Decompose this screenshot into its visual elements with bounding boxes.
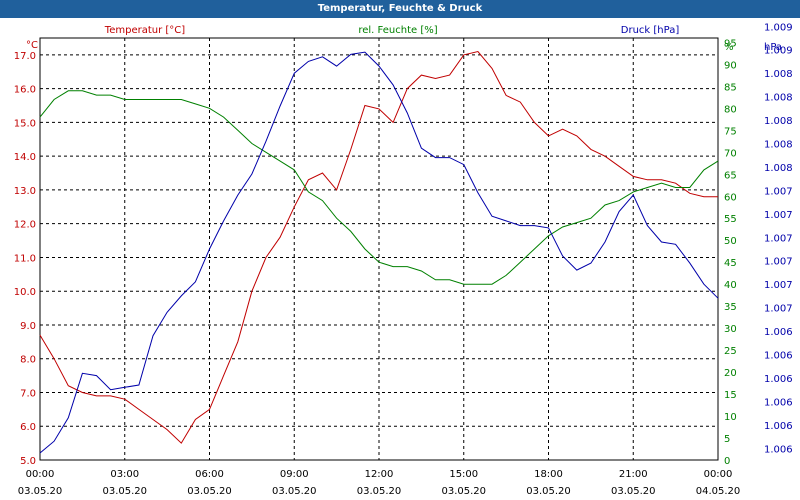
right-tick-label: 1.007 [764,210,793,221]
series-line-rel-feuchte [39,90,719,285]
left-tick-label: 7.0 [20,388,36,399]
left-tick-label: 14.0 [14,152,36,163]
right-tick-label: 1.008 [764,163,793,174]
right-tick-label: 1.006 [764,327,793,338]
x-axis-ticks: 00:00 03.05.20 03:00 03.05.20 06:00 03.05.20 0… [18,469,741,497]
right-tick-label: 1.008 [764,140,793,151]
right-tick-label: 1.006 [764,397,793,408]
mid-tick-label: 60 [724,192,737,203]
mid-tick-label: 75 [724,126,737,137]
right-tick-label: 1.007 [764,304,793,315]
mid-tick-label: 10 [724,412,737,423]
left-tick-label: 17.0 [14,51,36,62]
x-tick-date: 03.05.20 [18,486,63,497]
legend-pressure: Druck [hPa] [621,25,680,36]
x-tick-date: 03.05.20 [441,486,486,497]
x-tick-time: 21:00 [619,469,648,480]
left-tick-label: 10.0 [14,287,36,298]
mid-tick-label: 25 [724,346,737,357]
left-axis-unit: °C [26,40,38,51]
left-tick-label: 9.0 [20,321,36,332]
left-tick-label: 8.0 [20,355,36,366]
mid-tick-label: 70 [724,148,737,159]
right-tick-label: 1.008 [764,116,793,127]
mid-tick-label: 0 [724,456,730,467]
left-tick-label: 6.0 [20,422,36,433]
x-tick-date: 04.05.20 [696,486,741,497]
left-tick-label: 13.0 [14,186,36,197]
mid-axis-ticks: 0 5 10 15 20 25 30 35 40 45 50 55 60 65 70 75 80 85 90 95% [724,38,737,467]
right-tick-label: 1.009 [764,46,793,57]
x-tick-time: 15:00 [449,469,478,480]
right-tick-label: 1.008 [764,69,793,80]
mid-tick-label: 90 [724,60,737,71]
left-tick-label: 16.0 [14,85,36,96]
mid-tick-label: 5 [724,434,730,445]
right-axis-ticks: 1.006 1.006 1.006 1.006 1.006 1.006 1.007 1.007… [764,22,793,455]
mid-tick-label: 55 [724,214,737,225]
mid-tick-label: 35 [724,302,737,313]
left-tick-label: 11.0 [14,253,36,264]
x-tick-time: 09:00 [280,469,309,480]
legend-temperature: Temperatur [°C] [104,25,185,36]
right-tick-label: 1.006 [764,421,793,432]
x-tick-date: 03.05.20 [357,486,402,497]
x-tick-time: 12:00 [365,469,394,480]
mid-tick-label: 20 [724,368,737,379]
x-tick-date: 03.05.20 [272,486,317,497]
right-tick-label: 1.007 [764,233,793,244]
right-tick-label: 1.008 [764,93,793,104]
mid-tick-label: % [724,42,734,53]
mid-tick-label: 40 [724,280,737,291]
chart-title: Temperatur, Feuchte & Druck [0,0,800,18]
x-tick-time: 18:00 [534,469,563,480]
mid-tick-label: 85 [724,82,737,93]
x-tick-time: 00:00 [704,469,733,480]
left-axis-ticks: 5.0 6.0 7.0 8.0 9.0 10.0 11.0 12.0 13.0 14.0 15.0 1… [14,51,36,467]
left-tick-label: 12.0 [14,220,36,231]
mid-tick-label: 65 [724,170,737,181]
mid-tick-label: 80 [724,104,737,115]
left-tick-label: 5.0 [20,456,36,467]
right-tick-label: 1.006 [764,351,793,362]
mid-tick-label: 45 [724,258,737,269]
mid-tick-label: 15 [724,390,737,401]
series-lines [39,50,719,454]
mid-tick-label: 50 [724,236,737,247]
x-tick-date: 03.05.20 [526,486,571,497]
series-line-temperatur [39,50,718,444]
x-tick-time: 03:00 [110,469,139,480]
right-tick-label: hPa [764,42,782,53]
left-tick-label: 15.0 [14,118,36,129]
right-tick-label: 1.007 [764,257,793,268]
series-line-druck [39,51,719,454]
x-tick-time: 06:00 [195,469,224,480]
legend-humidity: rel. Feuchte [%] [358,25,437,36]
x-tick-date: 03.05.20 [187,486,232,497]
right-tick-label: 1.007 [764,186,793,197]
x-tick-date: 03.05.20 [611,486,656,497]
x-tick-date: 03.05.20 [102,486,147,497]
mid-tick-label: 30 [724,324,737,335]
mid-tick-label: 95 [724,38,737,49]
x-tick-time: 00:00 [26,469,55,480]
right-tick-label: 1.006 [764,374,793,385]
right-tick-label: 1.007 [764,280,793,291]
right-tick-label: 1.009 [764,22,793,33]
right-tick-label: 1.006 [764,444,793,455]
